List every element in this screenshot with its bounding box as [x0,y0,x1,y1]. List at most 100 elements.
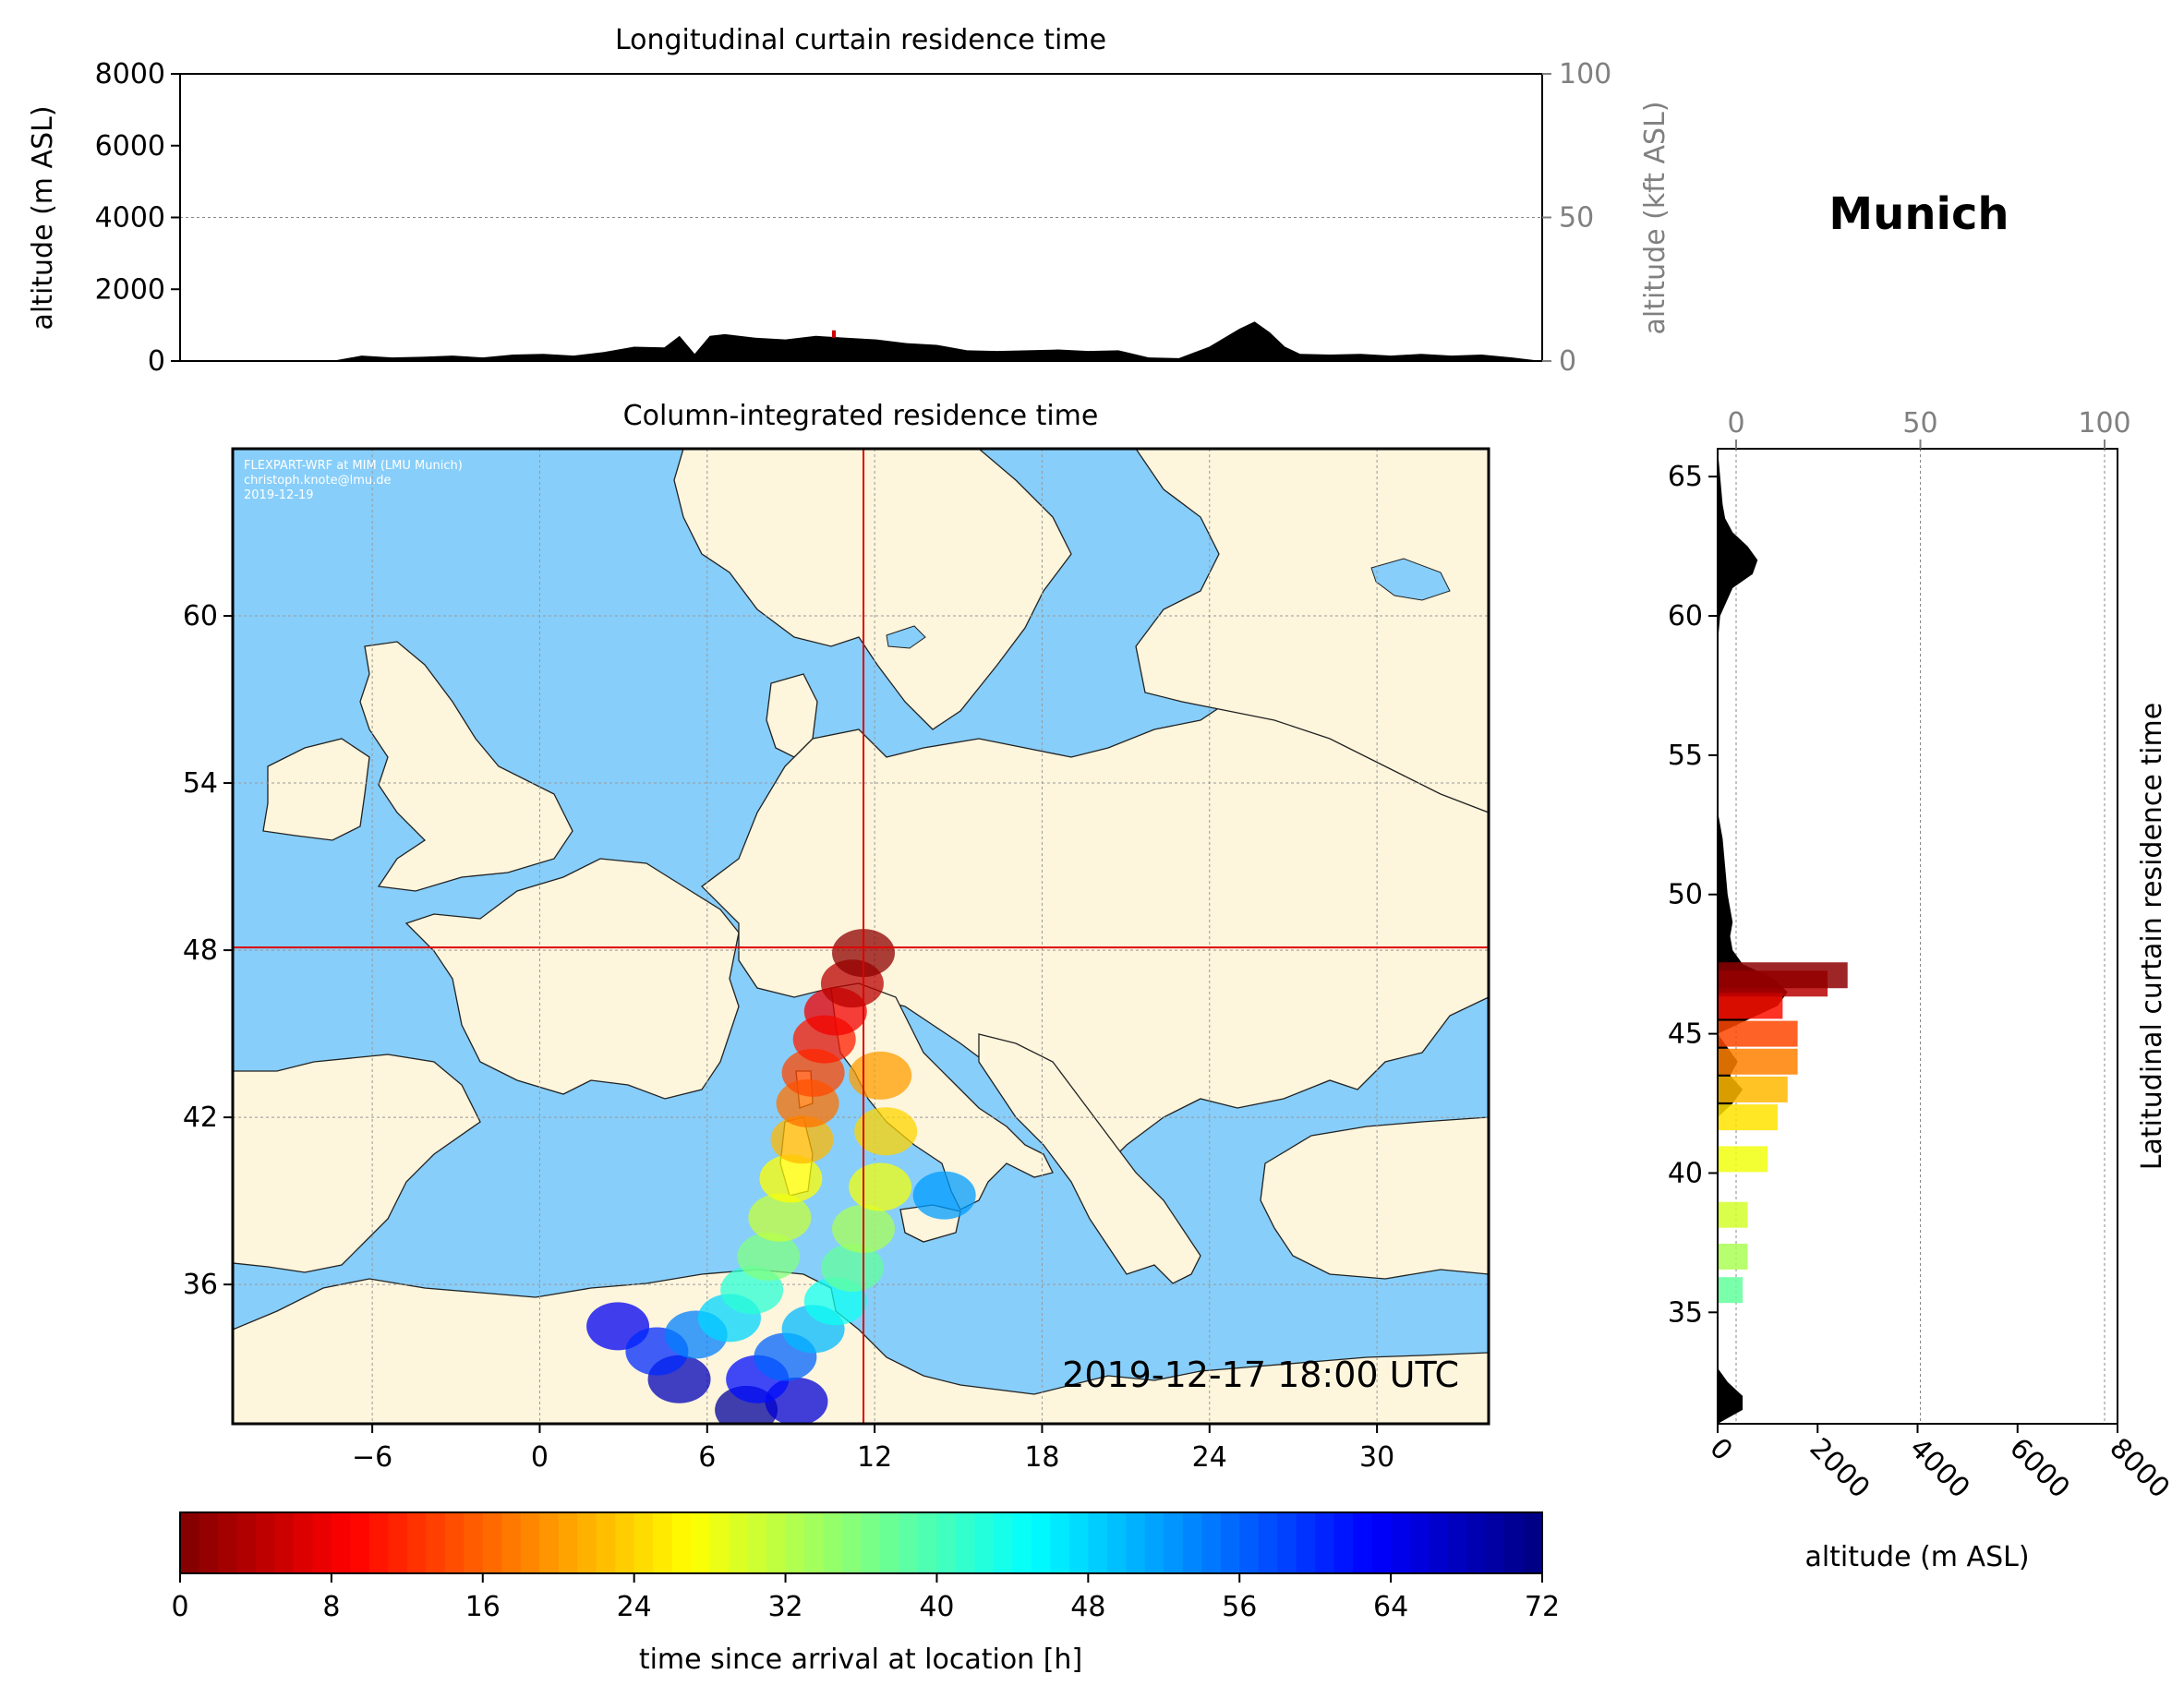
column-integrated-map-panel: Column-integrated residence time [183,400,1490,1474]
colorbar-segment [729,1512,749,1573]
map-xtick-label: 30 [1359,1441,1394,1474]
plume-point [737,1232,801,1281]
map-ytick-label: 48 [183,934,218,967]
colorbar-segment [1012,1512,1032,1573]
latitudinal-residence-bar [1718,1277,1744,1304]
longitudinal-ytick-right-label: 50 [1559,202,1594,235]
colorbar-segment [255,1512,276,1573]
colorbar-segment [671,1512,692,1573]
longitudinal-ytick-right-label: 100 [1559,58,1611,90]
colorbar-segment [1353,1512,1373,1573]
colorbar-segment [199,1512,219,1573]
land-scandinavia [673,449,1072,730]
colorbar-tick-label: 32 [767,1591,802,1623]
longitudinal-ylabel-right: altitude (kft ASL) [1639,101,1671,334]
plume-point [820,1244,884,1293]
colorbar-segment [1409,1512,1430,1573]
colorbar-segment [388,1512,408,1573]
credit-line-1: FLEXPART-WRF at MIM (LMU Munich) [244,459,463,473]
latitudinal-residence-bar [1718,1146,1768,1173]
land-north-africa [233,1269,1489,1424]
colorbar-tick-label: 56 [1222,1591,1257,1623]
colorbar-segment [1447,1512,1467,1573]
plume-point [759,1154,823,1203]
colorbar-segment [236,1512,257,1573]
colorbar-segment [615,1512,635,1573]
colorbar-tick-label: 48 [1070,1591,1105,1623]
longitudinal-ytick-label: 0 [148,345,165,378]
colorbar-segment [350,1512,370,1573]
longitudinal-curtain-panel: Longitudinal curtain residence time 0 200… [27,24,1671,378]
colorbar-segment [1391,1512,1411,1573]
latitudinal-panel-title: Latitudinal curtain residence time [2136,703,2168,1170]
colorbar-segment [1050,1512,1070,1573]
map-ytick-label: 54 [183,767,218,800]
plume-point [849,1051,912,1100]
colorbar-tick-label: 16 [465,1591,501,1623]
colorbar-segment [1429,1512,1449,1573]
colorbar-tick-label: 0 [171,1591,188,1623]
colorbar-segment [804,1512,825,1573]
colorbar-segment [747,1512,767,1573]
map-xticks: −6 0 6 12 18 24 30 [352,1424,1394,1474]
longitudinal-ytick-label: 6000 [95,130,165,163]
colorbar-tick-label: 24 [617,1591,652,1623]
latitudinal-residence-bar [1718,962,1848,989]
latitudinal-residence-bar [1718,1076,1788,1102]
longitudinal-yticks: 0 2000 4000 6000 8000 [95,58,180,378]
colorbar-segment [785,1512,805,1573]
colorbar-gradient [180,1512,1543,1573]
colorbar-segment [1258,1512,1278,1573]
colorbar-segment [1031,1512,1051,1573]
map-ytick-label: 36 [183,1269,218,1301]
colorbar-segment [1201,1512,1222,1573]
colorbar-segment [1068,1512,1089,1573]
latitudinal-xtick-top-label: 0 [1727,407,1744,440]
colorbar-label: time since arrival at location [h] [639,1644,1082,1676]
location-title: Munich [1828,188,2009,240]
colorbar-segment [1485,1512,1505,1573]
colorbar-segment [899,1512,919,1573]
colorbar-segment [917,1512,938,1573]
colorbar-segment [955,1512,976,1573]
colorbar-segment [482,1512,502,1573]
latitudinal-xtick-label: 0 [1703,1432,1738,1467]
land-italy [830,982,1054,1210]
map-xtick-label: 6 [698,1441,716,1474]
map-ytick-label: 42 [183,1102,218,1134]
land-finland-baltics [1135,449,1489,813]
colorbar-segment [936,1512,957,1573]
colorbar-tick-label: 72 [1525,1591,1560,1623]
colorbar-segment [331,1512,351,1573]
timestamp-label: 2019-12-17 18:00 UTC [1062,1355,1459,1395]
colorbar-segment [766,1512,787,1573]
credit-line-3: 2019-12-19 [244,488,314,502]
land-iberia [233,1054,481,1273]
lake-vanern [886,625,926,649]
colorbar-segment [1126,1512,1146,1573]
plume-point [770,1115,834,1164]
longitudinal-ytick-label: 2000 [95,273,165,306]
colorbar-segment [1466,1512,1487,1573]
land-france [404,858,740,1100]
colorbar-segment [406,1512,427,1573]
colorbar-frame [179,1511,1543,1574]
plume-point [748,1193,812,1242]
colorbar-segment [633,1512,654,1573]
credit-line-2: christoph.knote@lmu.de [244,474,392,488]
longitudinal-yticks-right: 0 50 100 [1542,58,1611,378]
latitudinal-xtick-label: 8000 [2103,1432,2176,1505]
latitudinal-residence-bar [1718,1048,1798,1075]
colorbar-segment [879,1512,900,1573]
colorbar-segment [1182,1512,1202,1573]
latitudinal-xlabel: altitude (m ASL) [1804,1541,2029,1573]
colorbar-segment [1504,1512,1525,1573]
map-xtick-label: 24 [1192,1441,1227,1474]
map-panel-title: Column-integrated residence time [623,400,1099,432]
colorbar-segment [426,1512,446,1573]
longitudinal-terrain-area [180,321,1542,361]
land-central-europe [701,701,1489,1164]
colorbar-segment [1371,1512,1392,1573]
latitudinal-xtick-top-label: 100 [2078,407,2130,440]
latitudinal-xticks-top: 0 50 100 [1727,407,2131,449]
